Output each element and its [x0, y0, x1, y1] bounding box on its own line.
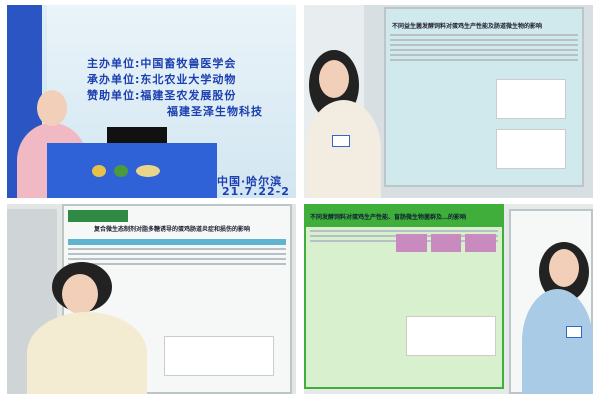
banner-line: 承办单位:东北农业大学动物 [87, 73, 237, 86]
name-badge [566, 326, 582, 338]
poster-title: 不同益生菌发酵饲料对蛋鸡生产性能及肠道微生物的影响 [392, 23, 543, 30]
podium [47, 143, 217, 198]
poster-chart [496, 129, 566, 169]
poster: 不同发酵饲料对蛋鸡生产性能、盲肠微生物菌群及…的影响 [304, 204, 504, 389]
banner-place: 中国·哈尔滨 [217, 175, 283, 188]
presenter-blouse [27, 312, 147, 394]
photo-speaker-at-podium: 主办单位:中国畜牧兽医学会 承办单位:东北农业大学动物 赞助单位:福建圣农发展股… [7, 5, 296, 198]
poster-chart [496, 79, 566, 119]
photo-presenter-poster-3: 不同发酵饲料对蛋鸡生产性能、盲肠微生物菌群及…的影响 [304, 204, 593, 394]
poster: 不同益生菌发酵饲料对蛋鸡生产性能及肠道微生物的影响 [384, 7, 584, 187]
poster-chart [164, 336, 274, 376]
banner-date: 21.7.22-2 [222, 185, 290, 198]
presenter-face [62, 274, 98, 314]
photo-presenter-poster-2: 复合微生态制剂对脂多糖诱导的蛋鸡肠道炎症和损伤的影响 [7, 204, 296, 394]
name-badge [332, 135, 350, 147]
poster-title: 不同发酵饲料对蛋鸡生产性能、盲肠微生物菌群及…的影响 [306, 206, 502, 227]
photo-presenter-poster-1: 不同益生菌发酵饲料对蛋鸡生产性能及肠道微生物的影响 [304, 5, 593, 198]
micrographs [396, 234, 497, 252]
presenter-face [549, 249, 579, 287]
poster-title: 复合微生态制剂对脂多糖诱导的蛋鸡肠道炎症和损伤的影响 [94, 226, 251, 233]
banner-line: 福建圣泽生物科技 [167, 105, 263, 118]
banner-line: 主办单位:中国畜牧兽医学会 [87, 57, 237, 70]
banner-line: 赞助单位:福建圣农发展股份 [87, 89, 237, 102]
poster-chart [406, 316, 496, 356]
presenter-dress [306, 100, 381, 198]
speaker-face [37, 90, 67, 126]
laptop [107, 127, 167, 143]
podium-logos [92, 165, 172, 177]
presenter-face [319, 60, 349, 98]
presenter-blouse [522, 289, 593, 394]
